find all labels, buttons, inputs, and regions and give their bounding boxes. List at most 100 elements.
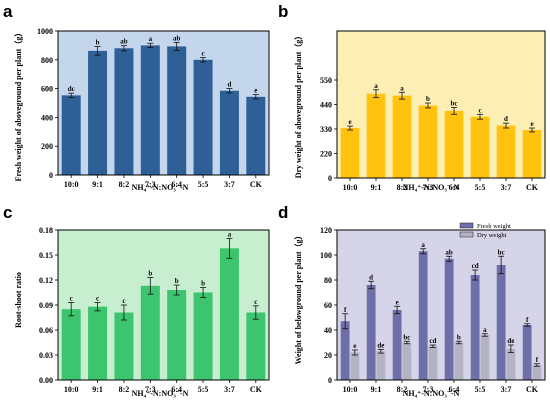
plot-area: c c c b b b a c 0.00 0.03 0.06 0.09 0.12 0.15 0.18 10:0… [39, 226, 270, 394]
x-tick-label: 7:3 [423, 183, 434, 192]
bar [193, 292, 213, 380]
y-axis-label: Weight of belowground per plant（g） [293, 231, 303, 364]
plot-area: dc b ab a ab c d e 0 200 400 600 800 1000 10:0 9:1 8:2 7:… [37, 27, 270, 189]
bar [470, 275, 480, 380]
bar [350, 352, 360, 380]
y-tick-label: 0.03 [39, 351, 53, 360]
significance-letter: c [70, 295, 73, 303]
y-tick-label: 80 [324, 276, 332, 285]
x-tick-label: CK [250, 180, 263, 189]
bar [392, 95, 412, 178]
bar [88, 50, 108, 175]
significance-letter: a [149, 35, 153, 43]
significance-letter: c [478, 106, 481, 114]
x-tick-label: 8:2 [119, 180, 130, 189]
significance-letter: c [96, 295, 99, 303]
significance-letter: f [536, 356, 539, 364]
significance-letter: bc [403, 333, 410, 341]
significance-letter: e [530, 120, 533, 128]
significance-letter: a [483, 326, 487, 334]
bar [444, 258, 454, 380]
plot-area: f e d de e bc a cd ab b cd a bc de f f 0 20 40 60 80 100 120 10… [320, 226, 546, 394]
x-tick-label: 5:5 [475, 385, 486, 394]
y-tick-label: 0.09 [39, 301, 53, 310]
significance-letter: f [344, 306, 347, 314]
significance-letter: b [148, 270, 152, 278]
x-tick-label: 3:7 [224, 385, 235, 394]
bar [366, 285, 376, 380]
x-tick-label: CK [250, 385, 263, 394]
x-tick-label: 3:7 [501, 385, 512, 394]
significance-letter: c [122, 297, 125, 305]
bar [140, 285, 160, 380]
significance-letter: f [526, 316, 529, 324]
y-tick-label: 20 [324, 351, 332, 360]
y-tick-label: 40 [324, 326, 332, 335]
x-axis-label: NH₄⁺-N:NO₃⁻-N [132, 183, 189, 192]
axes-frame [57, 30, 270, 176]
legend-swatch-fresh [459, 222, 474, 229]
x-tick-label: 9:1 [92, 180, 103, 189]
y-tick-label: 0.18 [39, 226, 53, 235]
y-tick-label: 200 [41, 142, 53, 151]
bar [114, 312, 134, 380]
y-tick-label: 60 [324, 301, 332, 310]
x-tick-label: 9:1 [371, 385, 382, 394]
significance-letter: de [507, 337, 514, 345]
y-tick-label: 0.00 [39, 376, 53, 385]
bar [219, 248, 239, 380]
x-axis-label: NH₄⁺-N:NO₃⁻-N [403, 183, 460, 192]
panel-label: a [3, 2, 13, 21]
significance-letter: e [396, 298, 399, 306]
y-axis-label: Dry weight of aboveground per plant（g） [293, 32, 303, 179]
bar [506, 348, 516, 380]
y-tick-label: 600 [41, 85, 53, 94]
significance-letter: b [201, 280, 205, 288]
x-tick-label: 3:7 [224, 180, 235, 189]
bar [246, 312, 266, 380]
y-tick-label: 100 [320, 251, 332, 260]
significance-letter: b [426, 95, 430, 103]
legend: Fresh weight Dry weight [459, 222, 511, 239]
y-tick-label: 0 [49, 171, 53, 180]
x-tick-label: 5:5 [198, 180, 209, 189]
significance-letter: b [457, 333, 461, 341]
bar [88, 306, 108, 380]
x-tick-label: 8:2 [397, 385, 408, 394]
y-tick-label: 1000 [37, 27, 53, 36]
bar [418, 251, 428, 380]
significance-letter: ab [173, 34, 181, 42]
bar [532, 365, 542, 380]
bar [246, 96, 266, 175]
bar [428, 346, 438, 380]
panel-label: c [3, 203, 12, 222]
plot-area: e a a b bc c d e 0 220 330 440 550 10:0 9:1 8:2 7:3 6:4 5:… [320, 30, 546, 192]
bar [496, 125, 516, 178]
significance-letter: d [369, 273, 373, 281]
legend-label-fresh: Fresh weight [477, 223, 511, 230]
y-tick-label: 330 [320, 125, 332, 134]
x-tick-label: 9:1 [371, 183, 382, 192]
x-axis-label: NH₄⁺-N:NO₃⁻-N [132, 389, 189, 398]
significance-letter: a [400, 84, 404, 92]
x-tick-label: CK [526, 183, 539, 192]
bar [340, 321, 350, 380]
x-tick-label: 6:4 [449, 183, 460, 192]
bar [366, 93, 386, 178]
bar [376, 351, 386, 380]
bar [496, 265, 506, 380]
significance-letter: c [254, 298, 257, 306]
bar [340, 128, 360, 178]
panel-label: d [278, 203, 288, 222]
bar [444, 110, 464, 178]
significance-letter: cd [429, 337, 436, 345]
bar [61, 95, 81, 175]
y-tick-label: 440 [320, 101, 332, 110]
bar [167, 46, 187, 175]
y-axis-label: Root-shoot ratio [14, 272, 23, 328]
significance-letter: dc [68, 85, 75, 93]
significance-letter: e [353, 342, 356, 350]
x-tick-label: 10:0 [343, 385, 358, 394]
legend-label-dry: Dry weight [477, 232, 507, 239]
x-tick-label: 7:3 [145, 180, 156, 189]
